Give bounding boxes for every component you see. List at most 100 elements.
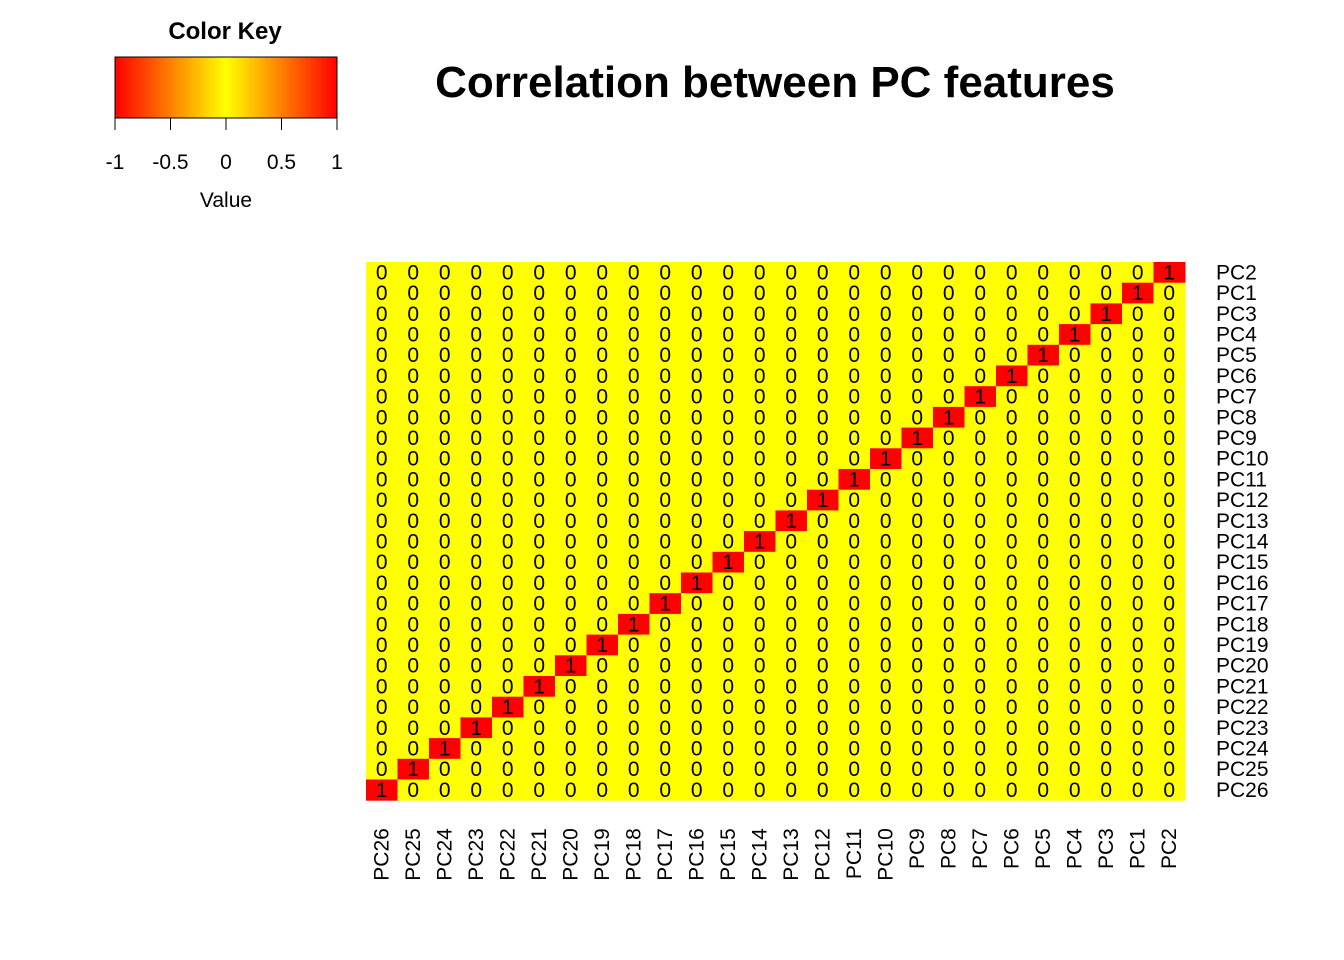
cell-value-label: 0 bbox=[565, 468, 577, 491]
heatmap-cell bbox=[838, 510, 871, 532]
heatmap-cell bbox=[744, 469, 776, 491]
heatmap-cell bbox=[1027, 262, 1060, 284]
cell-value-label: 0 bbox=[974, 696, 986, 719]
heatmap-cell bbox=[838, 469, 871, 491]
heatmap-cell bbox=[712, 324, 745, 346]
heatmap-cell bbox=[807, 572, 839, 594]
cell-value-label: 0 bbox=[848, 717, 860, 740]
heatmap-cell bbox=[1122, 758, 1154, 780]
heatmap-cell bbox=[712, 531, 745, 553]
cell-value-label: 0 bbox=[1006, 758, 1018, 781]
heatmap-cell bbox=[618, 386, 650, 408]
heatmap-cell bbox=[1059, 613, 1091, 636]
cell-value-label: 0 bbox=[502, 303, 514, 326]
heatmap-cell bbox=[775, 469, 808, 491]
heatmap-cell bbox=[870, 779, 902, 801]
cell-value-label: 0 bbox=[754, 572, 766, 595]
heatmap-cell bbox=[618, 593, 650, 615]
heatmap-cell bbox=[681, 779, 713, 801]
cell-value-label: 0 bbox=[1163, 551, 1175, 574]
cell-value-label: 0 bbox=[1069, 510, 1081, 533]
heatmap-cell bbox=[555, 262, 587, 284]
heatmap-cell bbox=[366, 696, 398, 718]
cell-value-label: 0 bbox=[1100, 344, 1112, 367]
heatmap-cell bbox=[366, 531, 398, 553]
cell-value-label: 0 bbox=[596, 779, 608, 802]
heatmap-cell bbox=[397, 282, 430, 304]
cell-value-label: 0 bbox=[1069, 572, 1081, 595]
heatmap-cell bbox=[555, 655, 587, 677]
cell-value-label: 0 bbox=[628, 655, 640, 678]
cell-value-label: 0 bbox=[596, 303, 608, 326]
cell-value-label: 0 bbox=[943, 634, 955, 657]
heatmap-cell bbox=[555, 676, 587, 698]
column-label: PC2 bbox=[1158, 828, 1181, 869]
cell-value-label: 0 bbox=[596, 717, 608, 740]
cell-value-label: 0 bbox=[439, 593, 451, 616]
heatmap-cell bbox=[1059, 406, 1091, 429]
cell-value-label: 0 bbox=[911, 530, 923, 553]
heatmap-cell bbox=[1027, 634, 1060, 656]
cell-value-label: 0 bbox=[817, 282, 829, 305]
heatmap-cell bbox=[775, 531, 808, 553]
heatmap-cell bbox=[1059, 779, 1091, 801]
heatmap-cell bbox=[712, 510, 745, 532]
heatmap-cell bbox=[429, 406, 461, 429]
cell-value-label: 0 bbox=[659, 779, 671, 802]
heatmap-cell bbox=[996, 386, 1028, 408]
heatmap-cell bbox=[964, 551, 997, 573]
column-label: PC7 bbox=[969, 828, 992, 869]
heatmap-cell bbox=[901, 593, 934, 615]
cell-value-label: 0 bbox=[1163, 530, 1175, 553]
heatmap-cell bbox=[681, 344, 713, 366]
heatmap-cell bbox=[586, 510, 619, 532]
row-label: PC13 bbox=[1216, 510, 1269, 533]
heatmap-cell bbox=[933, 303, 965, 325]
cell-value-label: 0 bbox=[376, 572, 388, 595]
heatmap-cell bbox=[775, 779, 808, 801]
chart-title: Correlation between PC features bbox=[435, 58, 1115, 107]
cell-value-label: 0 bbox=[439, 303, 451, 326]
heatmap-cell bbox=[586, 344, 619, 366]
heatmap-cell bbox=[555, 572, 587, 594]
cell-value-label: 0 bbox=[470, 593, 482, 616]
cell-value-label: 0 bbox=[407, 696, 419, 719]
cell-value-label: 0 bbox=[848, 613, 860, 636]
cell-value-label: 0 bbox=[502, 634, 514, 657]
heatmap-cell bbox=[901, 717, 934, 739]
cell-value-label: 0 bbox=[407, 655, 419, 678]
cell-value-label: 0 bbox=[974, 448, 986, 471]
cell-value-label: 0 bbox=[1163, 655, 1175, 678]
cell-value-label: 0 bbox=[754, 323, 766, 346]
cell-value-label: 0 bbox=[376, 489, 388, 512]
heatmap-cell bbox=[1059, 655, 1091, 677]
heatmap-cell bbox=[996, 365, 1028, 387]
cell-value-label: 0 bbox=[596, 551, 608, 574]
cell-value-label: 0 bbox=[1069, 530, 1081, 553]
cell-value-label: 0 bbox=[533, 303, 545, 326]
heatmap-cell bbox=[775, 282, 808, 304]
cell-value-label: 0 bbox=[407, 427, 419, 450]
cell-value-label: 0 bbox=[785, 282, 797, 305]
cell-value-label: 0 bbox=[565, 758, 577, 781]
heatmap-cell bbox=[1059, 303, 1091, 325]
heatmap-cell bbox=[775, 655, 808, 677]
cell-value-label: 0 bbox=[628, 427, 640, 450]
cell-value-label: 0 bbox=[596, 282, 608, 305]
cell-value-label: 0 bbox=[628, 510, 640, 533]
heatmap-cell bbox=[1090, 386, 1123, 408]
cell-value-label: 0 bbox=[628, 406, 640, 429]
cell-value-label: 0 bbox=[1069, 365, 1081, 388]
heatmap-cell bbox=[964, 427, 997, 449]
cell-value-label: 0 bbox=[407, 551, 419, 574]
cell-value-label: 0 bbox=[1006, 593, 1018, 616]
cell-value-label: 0 bbox=[1069, 717, 1081, 740]
cell-value-label: 0 bbox=[376, 510, 388, 533]
cell-value-label: 0 bbox=[1163, 468, 1175, 491]
cell-value-label: 0 bbox=[1132, 675, 1144, 698]
cell-value-label: 1 bbox=[502, 696, 514, 719]
heatmap-cell bbox=[492, 386, 524, 408]
cell-value-label: 0 bbox=[691, 282, 703, 305]
cell-value-label: 0 bbox=[754, 468, 766, 491]
cell-value-label: 0 bbox=[628, 468, 640, 491]
